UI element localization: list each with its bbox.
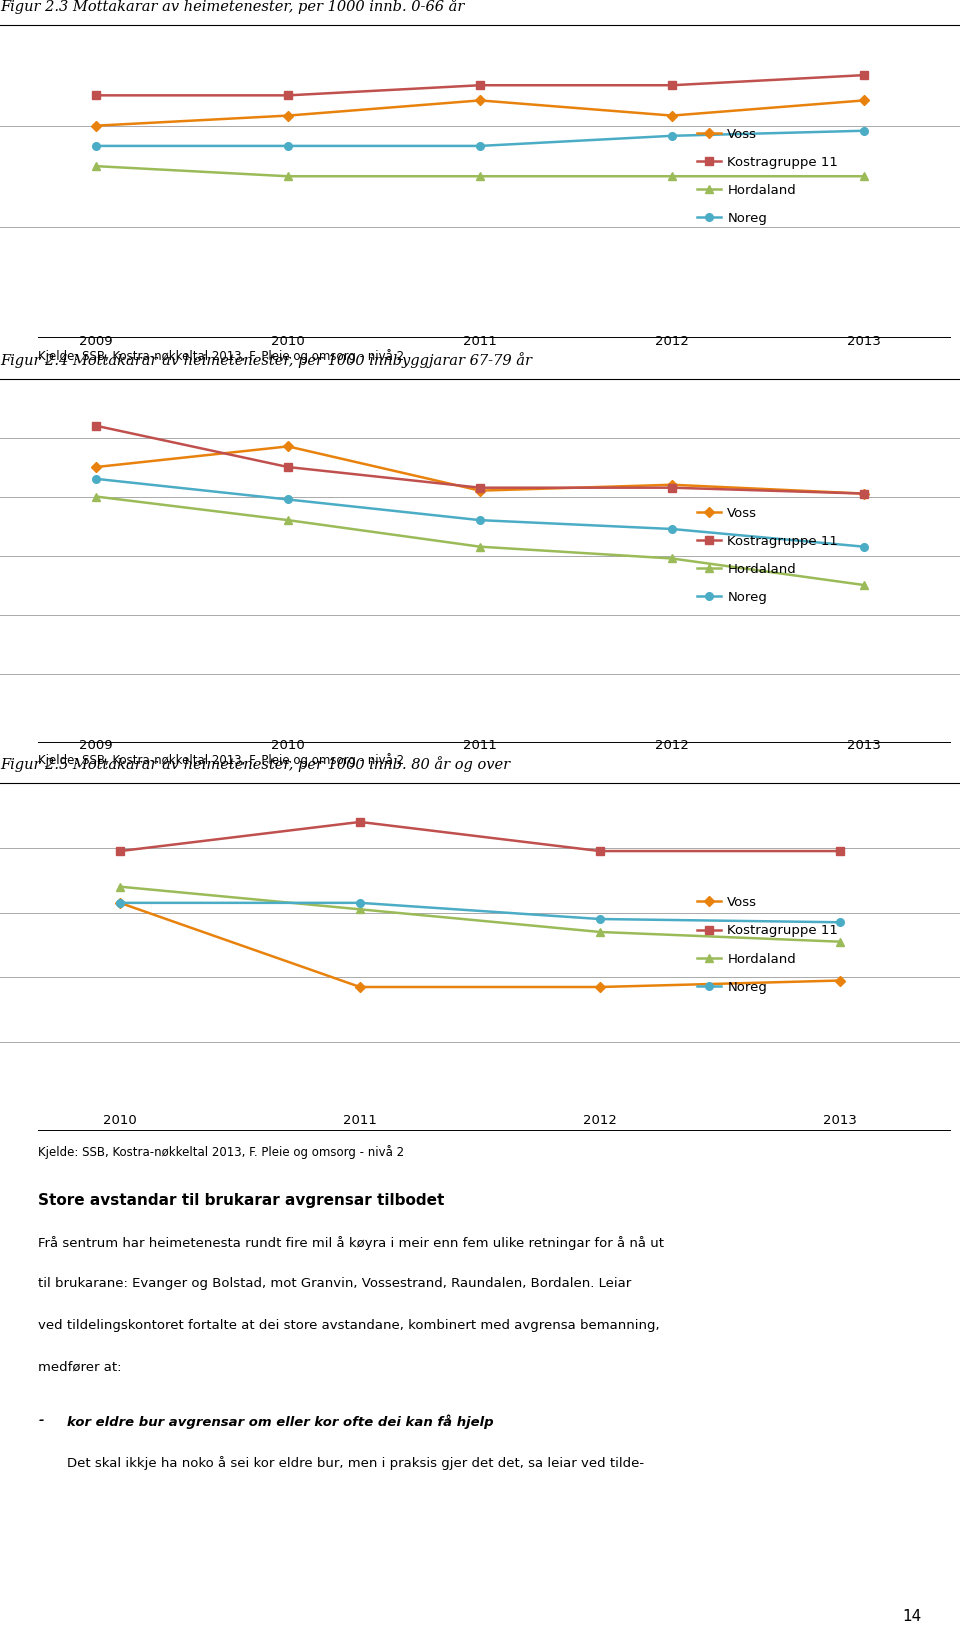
Line: Noreg: Noreg [116,899,844,927]
Noreg [474,136,486,156]
Kostragruppe 11 [90,85,102,105]
Text: medfører at:: medfører at: [38,1360,122,1373]
Hordaland [834,931,846,951]
Voss [282,106,294,126]
Noreg [282,489,294,509]
Text: Figur 2.5 Mottakarar av heimetenester, per 1000 innb. 80 år og over: Figur 2.5 Mottakarar av heimetenester, p… [0,756,510,773]
Kostragruppe 11 [474,478,486,498]
Kostragruppe 11 [834,841,846,861]
Kostragruppe 11 [858,65,870,85]
Kostragruppe 11 [858,485,870,504]
Kostragruppe 11 [90,416,102,435]
Noreg [594,909,606,928]
Hordaland [858,167,870,187]
Text: Frå sentrum har heimetenesta rundt fire mil å køyra i meir enn fem ulike retning: Frå sentrum har heimetenesta rundt fire … [38,1236,664,1249]
Legend: Voss, Kostragruppe 11, Hordaland, Noreg: Voss, Kostragruppe 11, Hordaland, Noreg [693,123,842,229]
Kostragruppe 11 [282,457,294,476]
Line: Noreg: Noreg [92,128,868,149]
Line: Hordaland: Hordaland [92,162,868,180]
Voss [594,977,606,997]
Voss [834,971,846,990]
Kostragruppe 11 [114,841,126,861]
Hordaland [474,167,486,187]
Hordaland [354,899,366,918]
Kostragruppe 11 [474,75,486,95]
Hordaland [282,167,294,187]
Noreg [834,912,846,931]
Line: Kostragruppe 11: Kostragruppe 11 [92,72,868,100]
Line: Hordaland: Hordaland [116,882,844,946]
Line: Kostragruppe 11: Kostragruppe 11 [116,818,844,855]
Noreg [114,894,126,913]
Line: Voss: Voss [92,97,868,129]
Line: Hordaland: Hordaland [92,493,868,589]
Noreg [474,511,486,530]
Hordaland [666,167,678,187]
Noreg [354,894,366,913]
Legend: Voss, Kostragruppe 11, Hordaland, Noreg: Voss, Kostragruppe 11, Hordaland, Noreg [693,503,842,609]
Kostragruppe 11 [594,841,606,861]
Noreg [858,121,870,141]
Text: Figur 2.3 Mottakarar av heimetenester, per 1000 innb. 0-66 år: Figur 2.3 Mottakarar av heimetenester, p… [0,0,465,13]
Text: Kjelde: SSB, Kostra-nøkkeltal 2013, F. Pleie og omsorg - nivå 2: Kjelde: SSB, Kostra-nøkkeltal 2013, F. P… [38,349,404,363]
Text: Store avstandar til brukarar avgrensar tilbodet: Store avstandar til brukarar avgrensar t… [38,1193,444,1208]
Hordaland [858,575,870,594]
Text: til brukarane: Evanger og Bolstad, mot Granvin, Vossestrand, Raundalen, Bordalen: til brukarane: Evanger og Bolstad, mot G… [38,1277,632,1290]
Hordaland [282,511,294,530]
Noreg [858,537,870,557]
Voss [858,90,870,110]
Text: ved tildelingskontoret fortalte at dei store avstandane, kombinert med avgrensa : ved tildelingskontoret fortalte at dei s… [38,1319,660,1331]
Hordaland [90,156,102,175]
Line: Noreg: Noreg [92,475,868,550]
Text: 14: 14 [902,1609,922,1624]
Voss [474,481,486,501]
Voss [354,977,366,997]
Hordaland [90,486,102,506]
Voss [282,437,294,457]
Text: -: - [38,1414,44,1427]
Noreg [666,126,678,146]
Kostragruppe 11 [282,85,294,105]
Voss [858,485,870,504]
Voss [666,475,678,494]
Voss [114,894,126,913]
Line: Voss: Voss [116,899,844,990]
Kostragruppe 11 [666,478,678,498]
Noreg [666,519,678,539]
Hordaland [114,877,126,897]
Kostragruppe 11 [354,812,366,832]
Voss [474,90,486,110]
Text: Kjelde: SSB, Kostra-nøkkeltal 2013, F. Pleie og omsorg - nivå 2: Kjelde: SSB, Kostra-nøkkeltal 2013, F. P… [38,1144,404,1159]
Hordaland [474,537,486,557]
Voss [666,106,678,126]
Line: Voss: Voss [92,442,868,498]
Text: Det skal ikkje ha noko å sei kor eldre bur, men i praksis gjer det det, sa leiar: Det skal ikkje ha noko å sei kor eldre b… [67,1455,644,1470]
Text: Figur 2.4 Mottakarar av heimetenester, per 1000 innbyggjarar 67-79 år: Figur 2.4 Mottakarar av heimetenester, p… [0,352,532,368]
Noreg [90,470,102,489]
Voss [90,116,102,136]
Hordaland [666,548,678,568]
Text: Kjelde: SSB, Kostra-nøkkeltal 2013, F. Pleie og omsorg - nivå 2: Kjelde: SSB, Kostra-nøkkeltal 2013, F. P… [38,753,404,768]
Noreg [90,136,102,156]
Hordaland [594,922,606,941]
Line: Kostragruppe 11: Kostragruppe 11 [92,422,868,498]
Legend: Voss, Kostragruppe 11, Hordaland, Noreg: Voss, Kostragruppe 11, Hordaland, Noreg [693,892,842,997]
Noreg [282,136,294,156]
Kostragruppe 11 [666,75,678,95]
Voss [90,457,102,476]
Text: kor eldre bur avgrensar om eller kor ofte dei kan få hjelp: kor eldre bur avgrensar om eller kor oft… [67,1414,493,1429]
